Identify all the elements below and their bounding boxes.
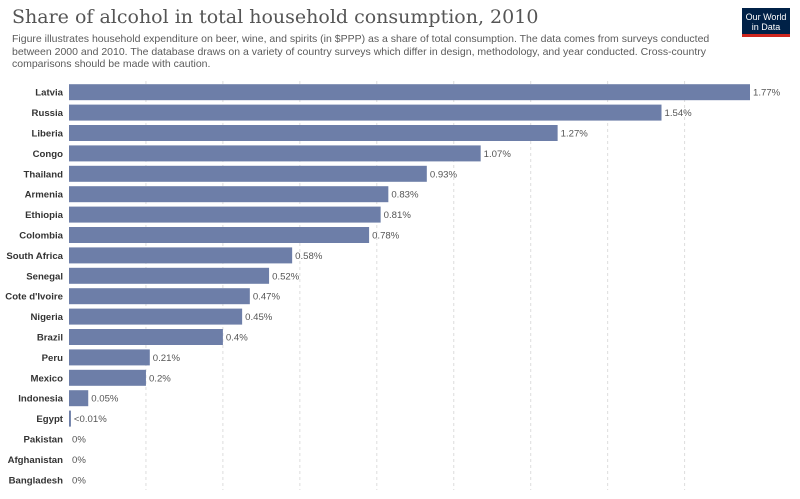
category-label: Cote d'Ivoire (5, 292, 63, 303)
value-label: 0.81% (384, 210, 412, 221)
category-label: Armenia (25, 190, 64, 201)
value-label: 1.54% (665, 108, 693, 119)
value-label: 0.78% (372, 231, 400, 242)
value-label: 1.07% (484, 149, 512, 160)
value-label: 0.93% (430, 169, 458, 180)
value-label: 0.83% (391, 190, 419, 201)
value-label: 1.77% (753, 88, 781, 99)
value-label: <0.01% (74, 414, 107, 425)
category-label: Thailand (24, 169, 64, 180)
category-label: Liberia (32, 129, 64, 140)
bar[interactable] (69, 329, 223, 345)
value-label: 0.45% (245, 312, 273, 323)
category-label: Congo (33, 149, 64, 160)
owid-logo[interactable]: Our World in Data (742, 8, 790, 37)
bar[interactable] (69, 186, 389, 203)
chart-subtitle: Figure illustrates household expenditure… (12, 33, 710, 70)
category-label: Egypt (36, 414, 63, 425)
value-label: 0% (72, 475, 86, 486)
bar[interactable] (69, 145, 481, 162)
bar[interactable] (69, 267, 270, 284)
bar[interactable] (69, 247, 293, 264)
value-label: 0.58% (295, 251, 323, 262)
category-label: Senegal (26, 271, 63, 282)
category-label: Ethiopia (25, 210, 64, 221)
bar[interactable] (69, 390, 89, 407)
bar[interactable] (69, 227, 370, 243)
bar[interactable] (69, 369, 146, 386)
value-label: 0% (72, 455, 86, 466)
value-label: 0.4% (226, 333, 248, 344)
category-label: Pakistan (24, 435, 64, 446)
category-label: Nigeria (30, 312, 63, 323)
bar[interactable] (69, 410, 71, 427)
category-label: South Africa (6, 251, 63, 262)
value-label: 0.21% (153, 353, 181, 364)
category-label: Brazil (37, 333, 63, 344)
value-label: 0.2% (149, 373, 171, 384)
value-label: 0% (72, 435, 86, 446)
bar[interactable] (69, 104, 662, 121)
bar[interactable] (69, 288, 250, 305)
bar[interactable] (69, 84, 750, 101)
value-label: 0.52% (272, 271, 300, 282)
bar[interactable] (69, 349, 150, 366)
value-label: 0.47% (253, 292, 281, 303)
category-label: Russia (32, 108, 64, 119)
logo-line-1: Our World (745, 12, 787, 22)
logo-line-2: in Data (751, 22, 781, 32)
category-label: Latvia (35, 88, 63, 99)
bar[interactable] (69, 308, 243, 325)
bar[interactable] (69, 206, 381, 223)
bar[interactable] (69, 165, 427, 182)
category-label: Peru (42, 353, 63, 364)
category-label: Indonesia (18, 394, 63, 405)
chart-title: Share of alcohol in total household cons… (12, 6, 539, 28)
value-label: 1.27% (561, 129, 589, 140)
category-label: Mexico (30, 373, 63, 384)
category-label: Bangladesh (9, 475, 64, 486)
category-label: Colombia (19, 231, 63, 242)
value-label: 0.05% (91, 394, 119, 405)
bar[interactable] (69, 125, 558, 141)
category-label: Afghanistan (8, 455, 64, 466)
